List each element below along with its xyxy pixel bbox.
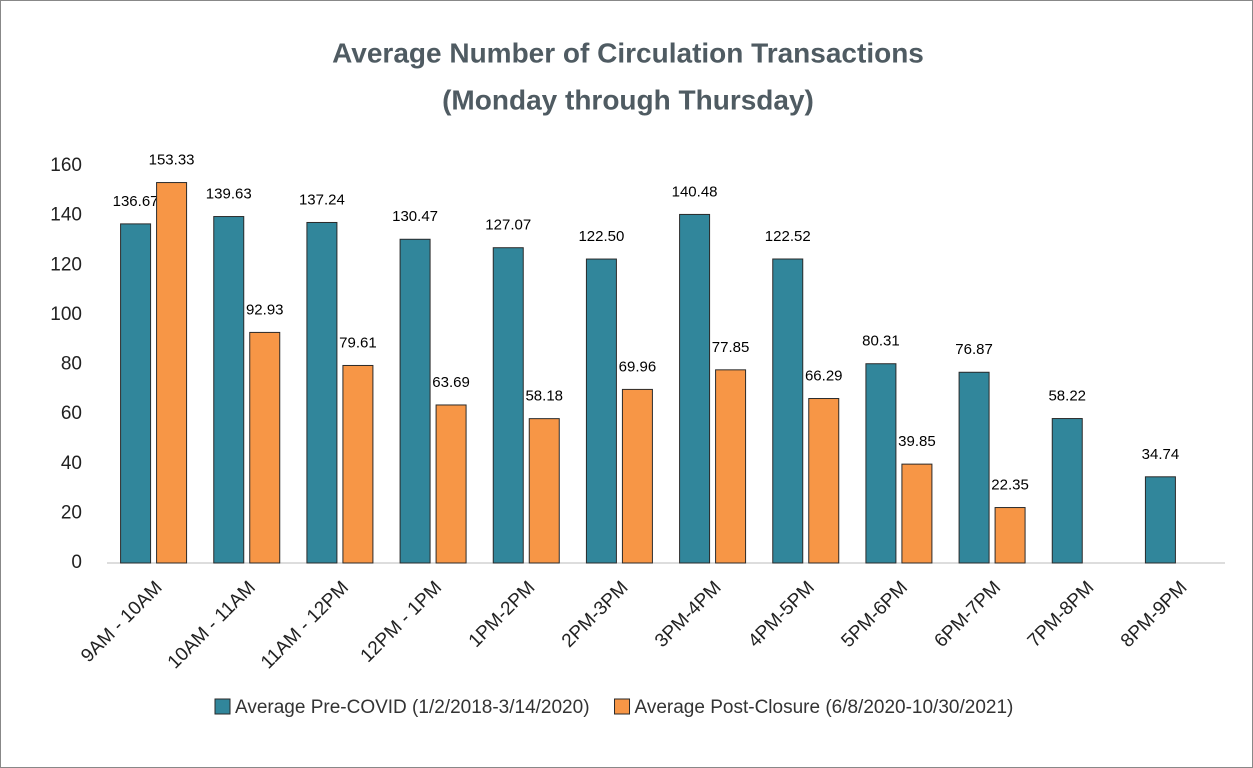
data-label: 22.35: [991, 477, 1029, 494]
y-tick-label: 40: [61, 453, 82, 474]
y-tick-label: 120: [50, 254, 82, 275]
bar: [585, 258, 617, 564]
data-label: 130.47: [392, 208, 438, 225]
y-tick-label: 140: [50, 205, 82, 226]
data-label: 136.67: [113, 193, 159, 210]
bar: [1144, 476, 1176, 564]
data-label: 139.63: [206, 186, 252, 203]
data-label: 80.31: [862, 333, 900, 350]
data-label: 76.87: [955, 341, 993, 358]
bar: [865, 363, 897, 564]
y-tick-label: 20: [61, 502, 82, 523]
data-label: 77.85: [712, 339, 750, 356]
bar: [213, 216, 245, 564]
y-tick-label: 60: [61, 403, 82, 424]
bar: [492, 247, 524, 564]
data-label: 66.29: [805, 367, 843, 384]
data-label: 137.24: [299, 191, 345, 208]
bar: [342, 364, 374, 564]
bar: [528, 418, 560, 564]
data-label: 58.22: [1048, 388, 1086, 405]
data-label: 122.52: [765, 228, 811, 245]
data-label: 34.74: [1142, 446, 1180, 463]
legend-label: Average Post-Closure (6/8/2020-10/30/202…: [635, 697, 1014, 718]
legend-swatch: [614, 698, 631, 715]
data-label: 58.18: [525, 388, 563, 405]
bar: [901, 463, 933, 564]
legend-swatch: [214, 698, 231, 715]
bar: [435, 404, 467, 564]
data-label: 79.61: [339, 334, 377, 351]
y-tick-label: 80: [61, 354, 82, 375]
data-label: 39.85: [898, 433, 936, 450]
bar: [156, 182, 188, 564]
bar: [679, 213, 711, 564]
bar: [1051, 418, 1083, 564]
bar: [808, 398, 840, 564]
bar: [306, 221, 338, 564]
y-tick-label: 100: [50, 304, 82, 325]
data-label: 63.69: [432, 374, 470, 391]
bar: [621, 388, 653, 564]
chart-subtitle: (Monday through Thursday): [442, 84, 814, 115]
bar: [120, 223, 152, 564]
data-label: 153.33: [149, 152, 195, 169]
bar: [994, 507, 1026, 564]
bar: [772, 258, 804, 564]
y-tick-label: 0: [71, 552, 82, 573]
data-label: 140.48: [672, 183, 718, 200]
legend-label: Average Pre-COVID (1/2/2018-3/14/2020): [235, 697, 590, 718]
data-label: 127.07: [485, 217, 531, 234]
bar: [958, 371, 990, 564]
bar: [399, 238, 431, 564]
data-label: 69.96: [619, 358, 657, 375]
bar: [249, 331, 281, 564]
data-label: 92.93: [246, 301, 284, 318]
bar: [715, 369, 747, 564]
data-label: 122.50: [578, 228, 624, 245]
y-tick-label: 160: [50, 155, 82, 176]
chart-title: Average Number of Circulation Transactio…: [332, 37, 924, 68]
